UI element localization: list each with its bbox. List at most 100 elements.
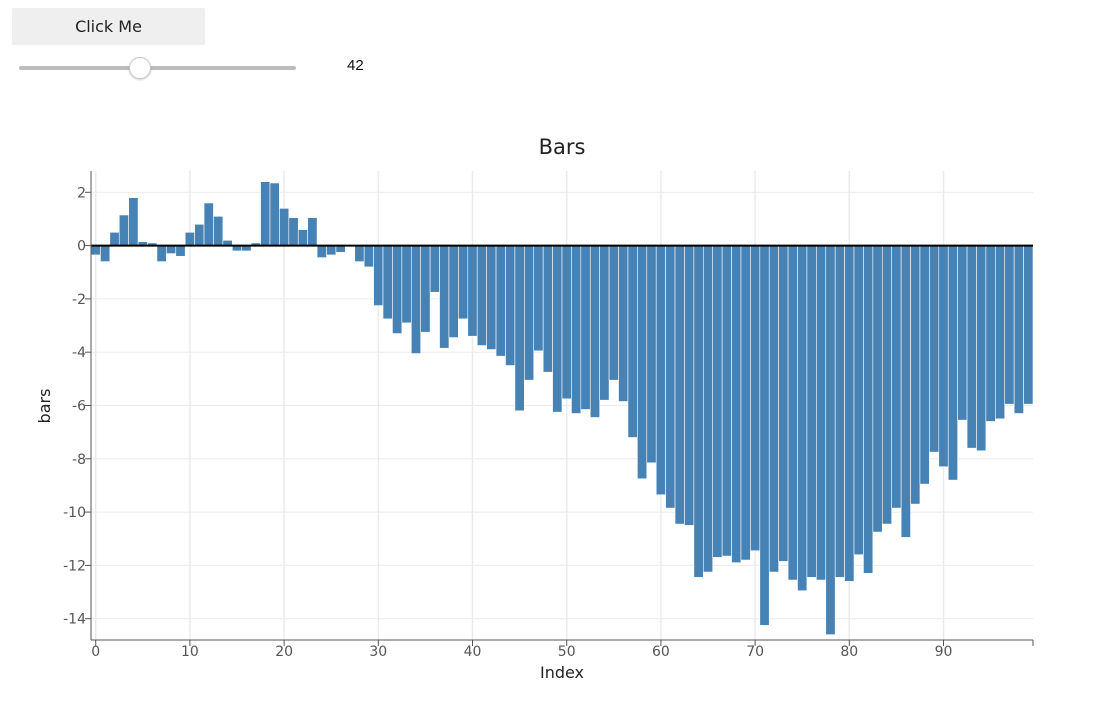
bar bbox=[834, 245, 845, 578]
bar bbox=[552, 245, 563, 413]
bar bbox=[712, 245, 723, 558]
bar bbox=[966, 245, 977, 449]
bar bbox=[872, 245, 883, 533]
bar bbox=[307, 217, 318, 246]
bar bbox=[919, 245, 930, 485]
x-tick-label: 60 bbox=[652, 644, 670, 660]
bar bbox=[203, 202, 214, 246]
bar bbox=[90, 245, 101, 256]
bar bbox=[1023, 245, 1034, 405]
bar bbox=[410, 245, 421, 354]
bar bbox=[825, 245, 836, 635]
bar bbox=[891, 245, 902, 509]
bar bbox=[608, 245, 619, 381]
bar bbox=[118, 214, 129, 246]
bar bbox=[326, 245, 337, 256]
y-axis-label: bars bbox=[35, 389, 54, 424]
bar bbox=[297, 229, 308, 246]
chart-bars bbox=[90, 181, 1034, 635]
x-tick-label: 50 bbox=[558, 644, 576, 660]
bar bbox=[279, 208, 290, 246]
x-tick-label: 10 bbox=[181, 644, 199, 660]
bar bbox=[1013, 245, 1024, 414]
bar bbox=[100, 245, 111, 262]
x-tick-label: 40 bbox=[464, 644, 482, 660]
bar bbox=[938, 245, 949, 468]
bar bbox=[542, 245, 553, 373]
bar bbox=[684, 245, 695, 526]
bar bbox=[721, 245, 732, 557]
bar bbox=[184, 231, 195, 246]
y-tick-label: -8 bbox=[72, 452, 86, 468]
bar bbox=[439, 245, 450, 349]
bar bbox=[175, 245, 186, 257]
bar bbox=[900, 245, 911, 538]
bar bbox=[731, 245, 742, 564]
bar bbox=[476, 245, 487, 346]
bar bbox=[853, 245, 864, 556]
y-tick-labels: 2 0 -2 -4 -6 -8 -10 -12 -14 bbox=[63, 185, 86, 627]
y-tick-label: 2 bbox=[77, 185, 86, 201]
slider-value-readout: 42 bbox=[347, 57, 364, 74]
bar bbox=[401, 245, 412, 324]
x-tick-label: 80 bbox=[840, 644, 858, 660]
bar bbox=[637, 245, 648, 480]
bar bbox=[354, 245, 365, 262]
bar bbox=[655, 245, 666, 496]
bar bbox=[929, 245, 940, 453]
x-tick-label: 0 bbox=[91, 644, 100, 660]
bar bbox=[486, 245, 497, 350]
bar bbox=[363, 245, 374, 268]
y-tick-label: -6 bbox=[72, 399, 86, 415]
slider-track[interactable] bbox=[19, 66, 296, 70]
bar bbox=[674, 245, 685, 525]
click-me-button[interactable]: Click Me bbox=[12, 8, 205, 45]
bar bbox=[373, 245, 384, 306]
y-tick-label: -10 bbox=[63, 505, 86, 521]
bar bbox=[194, 223, 205, 246]
bar bbox=[533, 245, 544, 352]
bar bbox=[571, 245, 582, 414]
bar bbox=[740, 245, 751, 561]
bar bbox=[646, 245, 657, 464]
bar bbox=[524, 245, 535, 381]
bar bbox=[420, 245, 431, 333]
bar bbox=[750, 245, 761, 552]
y-tick-label: 0 bbox=[77, 239, 86, 255]
value-slider[interactable] bbox=[19, 56, 296, 80]
bar bbox=[797, 245, 808, 592]
x-tick-label: 70 bbox=[746, 644, 764, 660]
y-tick-label: -2 bbox=[72, 292, 86, 308]
y-tick-label: -14 bbox=[63, 612, 86, 628]
bar bbox=[213, 216, 224, 246]
bar bbox=[382, 245, 393, 320]
bar bbox=[495, 245, 506, 357]
x-axis-label: Index bbox=[540, 663, 584, 682]
chart-axes bbox=[85, 171, 1034, 646]
bar bbox=[599, 245, 610, 401]
bar bbox=[618, 245, 629, 402]
bar bbox=[816, 245, 827, 581]
x-tick-label: 20 bbox=[275, 644, 293, 660]
x-tick-labels: 0 10 20 30 40 50 60 70 80 90 bbox=[91, 644, 952, 660]
bar bbox=[910, 245, 921, 505]
bar bbox=[429, 245, 440, 293]
bar bbox=[392, 245, 403, 334]
bar bbox=[627, 245, 638, 438]
bar bbox=[260, 181, 271, 246]
bar bbox=[787, 245, 798, 581]
bar bbox=[589, 245, 600, 418]
x-tick-label: 30 bbox=[369, 644, 387, 660]
bar bbox=[778, 245, 789, 562]
chart-title: Bars bbox=[539, 135, 586, 159]
bar bbox=[458, 245, 469, 320]
bar bbox=[156, 245, 167, 262]
bar bbox=[448, 245, 459, 338]
bar bbox=[580, 245, 591, 410]
x-tick-label: 90 bbox=[935, 644, 953, 660]
bar bbox=[109, 231, 120, 246]
bar bbox=[995, 245, 1006, 420]
slider-thumb[interactable] bbox=[129, 57, 152, 79]
bar bbox=[881, 245, 893, 525]
bar bbox=[128, 197, 139, 246]
